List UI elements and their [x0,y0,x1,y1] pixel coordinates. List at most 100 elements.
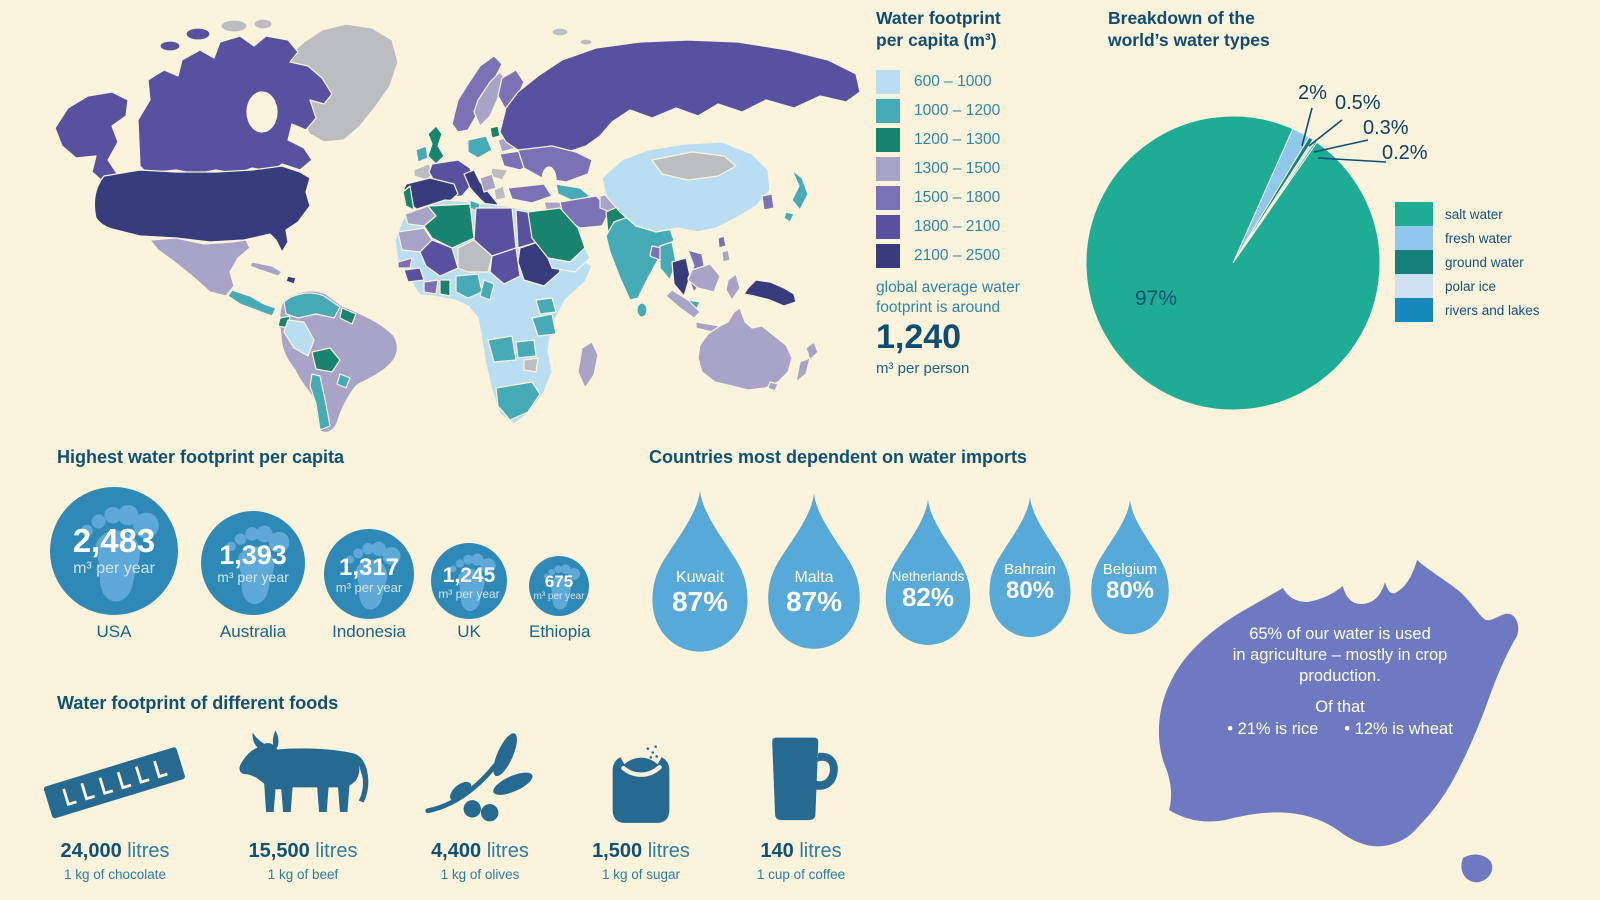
footprint-value: 1,317 [338,554,400,582]
food-footprint-section: Water footprint of different foods 24,00… [0,680,920,900]
food-unit: litres [127,840,170,862]
food-item-coffee: 140 litres 1 cup of coffee [711,724,891,882]
footprint-country: Australia [219,622,287,641]
drop-country: Bahrain [1004,561,1056,579]
food-item-olives: 4,400 litres 1 kg of olives [390,724,570,882]
pie-legend-row: salt water [1395,202,1540,226]
legend-row: 1000 – 1200 [876,99,1000,123]
pie-legend-row: fresh water [1395,226,1540,250]
imports-heading: Countries most dependent on water import… [649,447,1028,467]
food-value: 4,400 [431,840,482,862]
footprint-unit: m³ per year [533,590,585,602]
legend-row: 600 – 1000 [876,70,1000,94]
map-russia [499,39,861,153]
footprint-unit: m³ per year [335,580,403,596]
water-drop-kuwait: Kuwait 87% [646,487,754,655]
legend-range-label: 1300 – 1500 [914,160,1001,177]
map-madagascar [577,341,599,389]
footprint-country: UK [457,622,481,641]
footprint-country: USA [96,622,132,641]
australia-point-rice: • 21% is rice [1227,720,1319,738]
australia-map-icon [1158,560,1519,883]
footprint-country: Ethiopia [529,622,591,641]
pie-legend-swatch [1395,226,1433,250]
pie-label-salt-water: 97% [1135,287,1178,310]
food-item-sugar: 1,500 litres 1 kg of sugar [551,724,731,882]
legend-swatch [876,99,900,123]
legend-row: 1200 – 1300 [876,128,1000,152]
pie-callout-ground-water: 0.5% [1335,92,1381,114]
drop-country: Netherlands [891,568,965,584]
legend-range-label: 1500 – 1800 [914,189,1001,206]
pie-legend-row: ground water [1395,250,1540,274]
pie-callout-fresh-water: 2% [1298,82,1327,104]
pie-legend-swatch [1395,250,1433,274]
map-legend-title: Water footprint per capita (m³) [876,8,1001,50]
drop-percent: 87% [671,586,729,618]
pie-legend-swatch [1395,298,1433,322]
pie-slice-salt-water [1085,115,1381,411]
global-average-unit: m³ per person [876,360,970,377]
map-legend-rows: 600 – 1000 1000 – 1200 1200 – 1300 1300 … [876,70,1000,273]
food-value: 24,000 [60,840,122,862]
legend-swatch [876,244,900,268]
australia-fact-subtitle: Of that [1315,698,1365,716]
footprint-unit: m³ per year [217,569,289,586]
legend-row: 1800 – 2100 [876,215,1000,239]
food-value: 15,500 [248,840,310,862]
water-drop-bahrain: Bahrain 80% [984,494,1076,640]
food-desc: 1 kg of beef [267,867,339,882]
drop-country: Kuwait [675,569,725,587]
map-uk [427,125,445,165]
map-south-africa [495,381,541,421]
map-algeria [423,203,475,249]
food-desc: 1 kg of chocolate [63,867,167,882]
pie-legend-swatch [1395,274,1433,298]
map-japan [791,169,809,211]
footprint-circle-indonesia: 1,317 m³ per year [324,529,414,619]
map-thailand [671,257,691,297]
pie-legend-label: fresh water [1445,230,1512,246]
food-unit: litres [647,840,690,862]
pie-legend-label: salt water [1445,206,1503,222]
pie-legend-label: rivers and lakes [1445,302,1540,318]
australia-point-wheat: • 12% is wheat [1344,720,1453,738]
sugar-sack-icon [612,738,670,823]
footprint-circle-uk: 1,245 m³ per year [431,543,507,619]
food-item-chocolate: 24,000 litres 1 kg of chocolate [25,724,205,882]
legend-swatch [876,70,900,94]
pie-leader-lines [1301,107,1387,163]
footprint-country: Indonesia [332,622,406,641]
legend-range-label: 1800 – 2100 [914,218,1001,235]
food-value: 1,500 [592,840,643,862]
australia-fact-points: • 21% is rice • 12% is wheat [1180,720,1500,739]
map-alaska [54,91,129,187]
food-desc: 1 cup of coffee [756,867,846,882]
food-desc: 1 kg of sugar [601,867,681,882]
drop-percent: 82% [901,581,955,612]
pie-legend: salt water fresh water ground water pola… [1395,202,1540,322]
australia-fact-main: 65% of our water is used in agriculture … [1232,625,1448,685]
legend-swatch [876,215,900,239]
legend-range-label: 1000 – 1200 [914,102,1001,119]
legend-row: 2100 – 2500 [876,244,1000,268]
map-mongolia [651,151,737,181]
australia-callout: 65% of our water is used in agriculture … [1145,552,1600,900]
food-item-beef: 15,500 litres 1 kg of beef [213,724,393,882]
map-italy [463,169,499,211]
world-choropleth-map [54,18,861,433]
legend-swatch [876,128,900,152]
footprint-circle-usa: 2,483 m³ per year [50,487,178,615]
legend-swatch [876,186,900,210]
pie-legend-swatch [1395,202,1433,226]
pie-callout-polar-ice: 0.3% [1363,117,1409,139]
global-average-note: global average water footprint is around [876,279,1020,317]
food-unit: litres [315,840,358,862]
global-average-value: 1,240 [876,318,962,356]
water-imports-section: Countries most dependent on water import… [640,440,1200,680]
map-mexico [149,237,251,297]
footprint-value: 2,483 [72,521,156,559]
drop-percent: 80% [1005,577,1055,605]
cow-icon [239,730,369,812]
